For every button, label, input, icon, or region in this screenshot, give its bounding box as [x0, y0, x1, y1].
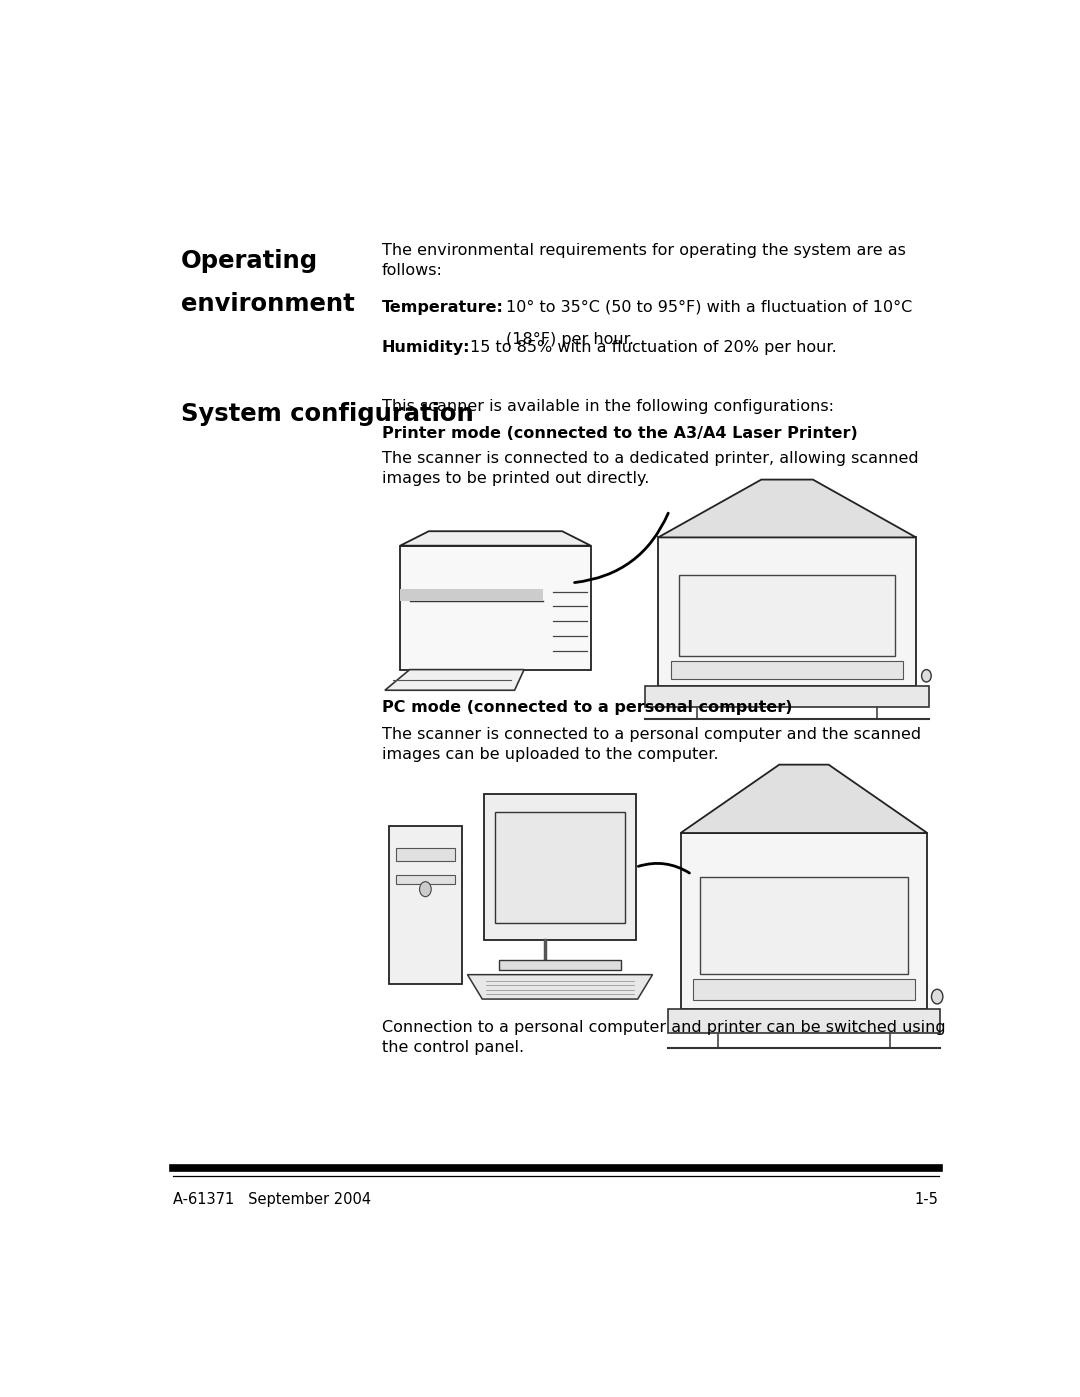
Polygon shape [384, 669, 524, 690]
Text: Temperature:: Temperature: [382, 300, 503, 314]
Polygon shape [645, 686, 929, 707]
Circle shape [921, 669, 931, 682]
FancyBboxPatch shape [484, 793, 636, 940]
Text: 15 to 85% with a fluctuation of 20% per hour.: 15 to 85% with a fluctuation of 20% per … [470, 339, 837, 355]
Text: This scanner is available in the following configurations:: This scanner is available in the followi… [382, 400, 834, 414]
Text: A-61371   September 2004: A-61371 September 2004 [173, 1192, 370, 1207]
FancyBboxPatch shape [700, 877, 907, 974]
Text: The environmental requirements for operating the system are as
follows:: The environmental requirements for opera… [382, 243, 906, 278]
FancyBboxPatch shape [658, 538, 916, 686]
Text: (18°F) per hour.: (18°F) per hour. [505, 332, 634, 348]
Text: 10° to 35°C (50 to 95°F) with a fluctuation of 10°C: 10° to 35°C (50 to 95°F) with a fluctuat… [505, 300, 912, 314]
FancyBboxPatch shape [389, 826, 462, 985]
FancyBboxPatch shape [680, 833, 928, 1009]
Text: PC mode (connected to a personal computer): PC mode (connected to a personal compute… [382, 700, 793, 715]
FancyBboxPatch shape [495, 812, 625, 923]
FancyBboxPatch shape [401, 546, 591, 669]
Text: The scanner is connected to a personal computer and the scanned
images can be up: The scanner is connected to a personal c… [382, 726, 921, 763]
Polygon shape [669, 1009, 940, 1034]
Polygon shape [401, 531, 591, 546]
Polygon shape [680, 764, 928, 833]
Text: The scanner is connected to a dedicated printer, allowing scanned
images to be p: The scanner is connected to a dedicated … [382, 451, 918, 486]
FancyBboxPatch shape [499, 960, 621, 970]
FancyBboxPatch shape [396, 848, 455, 861]
Circle shape [419, 882, 431, 897]
Polygon shape [468, 975, 652, 999]
Circle shape [931, 989, 943, 1004]
Text: Connection to a personal computer and printer can be switched using
the control : Connection to a personal computer and pr… [382, 1020, 946, 1055]
Polygon shape [658, 479, 916, 538]
FancyBboxPatch shape [396, 875, 455, 884]
Text: Operating: Operating [181, 250, 319, 274]
Text: environment: environment [181, 292, 355, 316]
FancyBboxPatch shape [693, 979, 915, 1000]
Text: System configuration: System configuration [181, 402, 474, 426]
Text: 1-5: 1-5 [915, 1192, 939, 1207]
FancyBboxPatch shape [401, 590, 543, 602]
Text: Humidity:: Humidity: [382, 339, 471, 355]
Text: Printer mode (connected to the A3/A4 Laser Printer): Printer mode (connected to the A3/A4 Las… [382, 426, 858, 441]
FancyBboxPatch shape [678, 574, 895, 657]
FancyBboxPatch shape [671, 661, 903, 679]
